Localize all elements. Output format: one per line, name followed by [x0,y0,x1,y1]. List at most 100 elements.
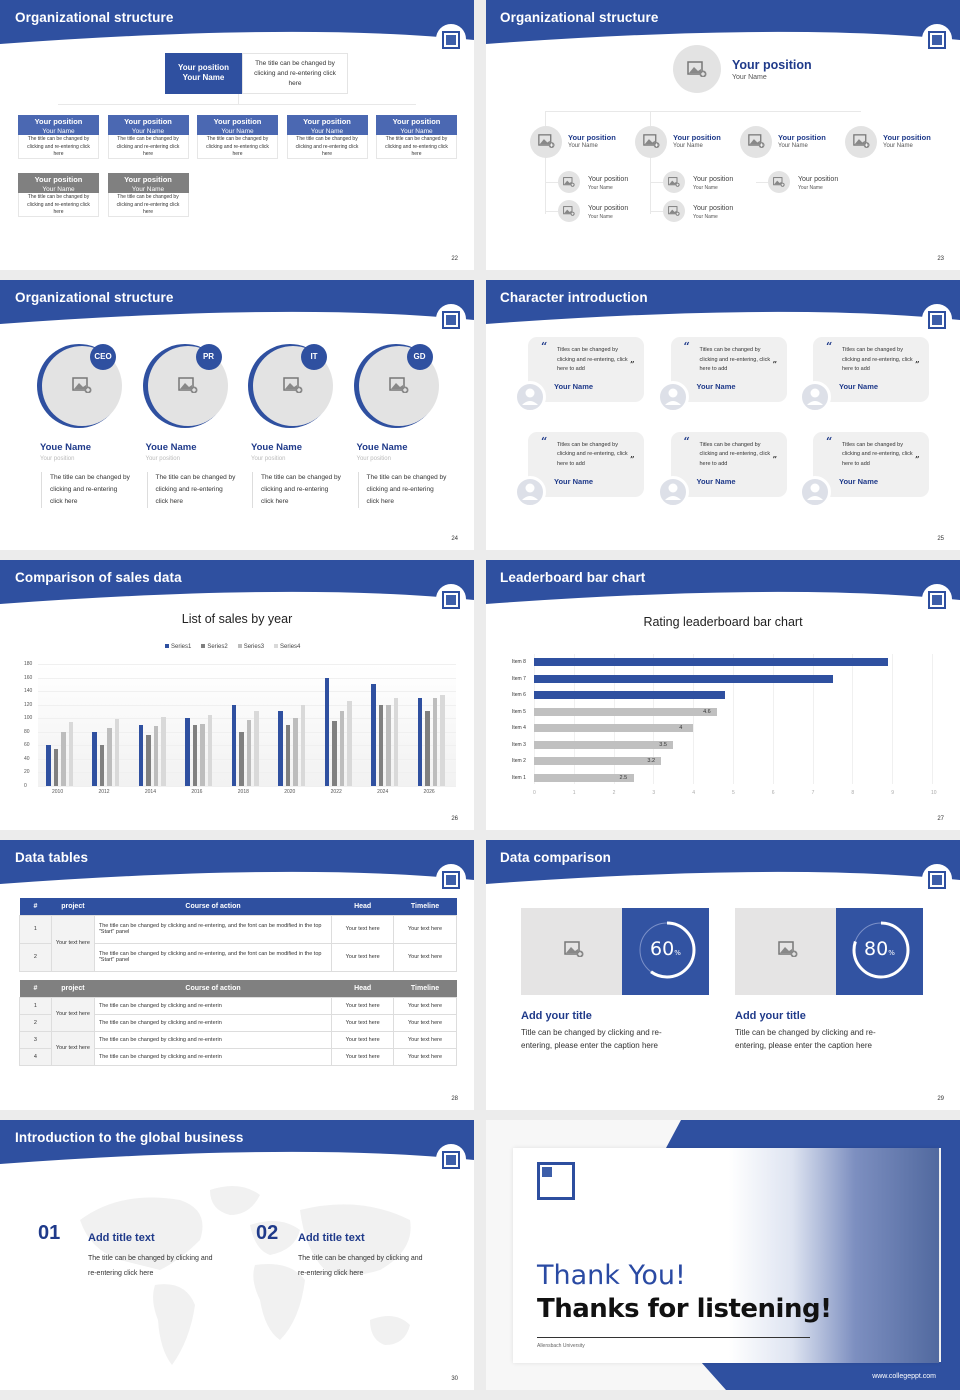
page-number: 27 [937,816,944,822]
block-title: Add title text [88,1232,155,1244]
university-logo [922,24,952,54]
y-tick: 140 [24,688,33,695]
person-name: Youe Name [251,442,303,453]
org-card[interactable]: Your position Your Name The title can be c… [107,115,189,159]
slide-header: Data comparison [486,840,960,894]
progress-panel: 80% [836,908,923,995]
image-placeholder-icon [853,134,870,148]
timeline-cell: Your text here [393,1030,457,1049]
position-label: Your position [392,117,441,126]
x-tick: 2014 [144,789,156,795]
quote-card[interactable] [813,337,929,402]
slide-31[interactable]: Thank You! Thanks for listening! Allensb… [486,1120,960,1390]
org-card[interactable]: Your position Your Name The title can be c… [107,173,189,217]
slide-30[interactable]: Introduction to the global business 01 Ad… [0,1120,474,1390]
quote-card[interactable] [813,431,929,497]
image-placeholder-icon [668,177,680,187]
name-label: Your Name [310,128,344,135]
head-cell: Your text here [331,1030,395,1049]
image-placeholder-icon [748,134,765,148]
connector-line [238,94,239,104]
project-cell: Your text here [50,914,95,972]
position-label: Your position [588,176,629,183]
bar [146,735,151,786]
bar [425,711,430,786]
name-label: Your Name [588,214,613,220]
action-cell: The title can be changed by clicking and… [93,1013,333,1032]
bar [324,677,330,786]
legend-item: Series4 [274,644,300,650]
position-label: Your position [883,133,931,142]
org-card[interactable]: Your position Your Name The title can be c… [18,115,99,159]
org-top-box[interactable]: Your position Your Name [165,53,242,94]
x-tick: 2012 [98,789,110,795]
person-description: The title can be changed by clicking and… [146,472,237,508]
open-quote-icon: “ [541,434,548,448]
image-placeholder-icon [563,206,575,216]
org-card-header: Your position Your Name [107,115,189,135]
photo-placeholder[interactable] [768,171,790,193]
bar-value: 3.2 [647,758,656,764]
timeline-cell: Your text here [393,942,457,972]
image-placeholder-icon [72,377,92,393]
slide-26[interactable]: Comparison of sales data List of sales b… [0,560,474,830]
slide-29[interactable]: Data comparison 60% Add your title Title c… [486,840,960,1110]
column-header: Timeline [410,902,440,910]
org-card[interactable]: Your position Your Name The title can be c… [286,115,368,159]
name-label: Your Name [693,214,718,220]
name-label: Your Name [883,143,913,149]
slide-25[interactable]: Character introduction “ Titles can be ch… [486,280,960,550]
slide-23[interactable]: Organizational structure Your position Y… [486,0,960,270]
quote-card[interactable] [528,431,644,497]
org-card-header: Your position Your Name [18,115,99,135]
slide-28[interactable]: Data tables # project Course of action Head… [0,840,474,1110]
bar-label: Item 1 [512,774,526,781]
head-cell: Your text here [331,942,395,972]
image-placeholder-icon [563,177,575,187]
blue-corner-shapes [666,1120,960,1390]
legend-item: Series3 [237,644,264,650]
top-photo-placeholder[interactable] [673,45,721,93]
quote-card[interactable] [670,337,787,402]
university-logo [922,584,952,614]
quote-card[interactable] [670,431,787,497]
photo-placeholder[interactable] [558,171,580,193]
timeline-cell: Your text here [393,1047,457,1066]
website-url[interactable]: www.collegeppt.com [872,1373,936,1380]
name-label: Your Name [673,143,703,149]
timeline-cell: Your text here [393,996,457,1015]
org-card[interactable]: Your position Your Name The title can be c… [18,173,99,217]
bar [534,691,726,699]
action-cell: The title can be changed by clicking and… [93,914,333,944]
org-card[interactable]: Your position Your Name The title can be c… [376,115,457,159]
slide-22[interactable]: Organizational structure Your position Yo… [0,0,474,270]
data-table-2: # project Course of action Head Timeline 1 You… [19,980,457,1066]
y-tick: 60 [24,742,30,749]
quote-text: Titles can be changed by clicking and re… [557,441,628,467]
connector-line [58,104,416,105]
bar-value: 4 [679,725,683,731]
quote-card[interactable] [528,337,644,402]
project-cell: Your text here [50,996,95,1032]
university-logo [922,864,952,894]
connector-line [546,211,558,212]
name-label: Your Name [778,143,808,149]
connector-line [545,111,546,214]
bar [61,731,66,786]
bar [534,658,889,666]
photo-placeholder[interactable] [663,171,685,193]
connector-line [545,111,861,112]
x-tick: 2024 [377,789,389,795]
open-quote-icon: “ [541,340,548,353]
column-header: # [33,902,38,910]
photo-placeholder[interactable] [663,200,685,222]
slide-24[interactable]: Organizational structure CEO Youe Name You… [0,280,474,550]
row-number: 1 [19,914,52,944]
horizontal-bar-chart-plot: 0 1 2 3 4 5 6 7 8 9 10 Item 8 Item 7 Item 6 Item 5 4.6 I… [512,654,937,796]
slide-27[interactable]: Leaderboard bar chart Rating leaderboard… [486,560,960,830]
org-card[interactable]: Your position Your Name The title can be c… [197,115,278,159]
photo-placeholder[interactable] [558,200,580,222]
quote-author: Your Name [839,476,879,486]
bar-label: Item 3 [512,741,526,748]
page-number: 28 [451,1096,458,1102]
